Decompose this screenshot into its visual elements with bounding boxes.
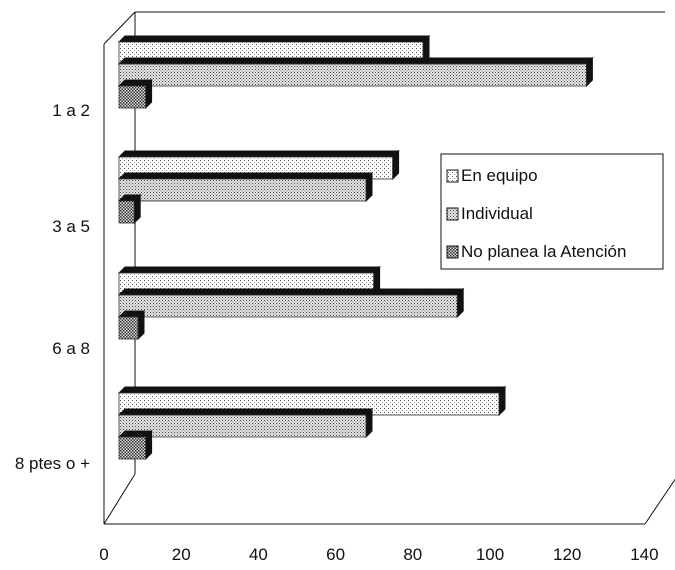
bar-1-3 <box>117 407 374 439</box>
bar-top-face <box>117 288 465 296</box>
bar-front-face <box>118 294 458 318</box>
bar-top-face <box>117 172 374 180</box>
x-tick-label: 0 <box>99 545 108 564</box>
legend-swatch <box>446 169 459 183</box>
legend-swatch <box>446 207 459 221</box>
x-tick-label: 120 <box>553 545 581 564</box>
bar-top-face <box>117 35 431 43</box>
bar-2-3 <box>117 429 153 461</box>
legend-label: En equipo <box>461 166 538 185</box>
legend-swatch <box>446 245 459 259</box>
depth-bottom-right-edge <box>644 478 675 525</box>
x-tick-label: 80 <box>403 545 422 564</box>
bar-top-face <box>117 408 374 416</box>
bar-2-2 <box>117 309 146 341</box>
bar-top-face <box>117 57 594 65</box>
x-tick-label: 40 <box>249 545 268 564</box>
category-labels: 1 a 2 3 a 5 6 a 8 8 ptes o + <box>15 101 90 473</box>
bar-2-1 <box>117 193 142 225</box>
bar-front-face <box>118 436 147 460</box>
category-label: 6 a 8 <box>52 339 90 358</box>
x-tick-label: 140 <box>630 545 658 564</box>
bar-0-3 <box>117 385 507 417</box>
bar-top-face <box>117 386 507 394</box>
bar-2-0 <box>117 78 153 110</box>
bars-group <box>117 34 594 461</box>
legend: En equipo Individual No planea la Atención <box>440 153 664 270</box>
bar-front-face <box>118 85 147 109</box>
category-label: 8 ptes o + <box>15 454 90 473</box>
bar-front-face <box>118 316 139 340</box>
bar-1-1 <box>117 171 374 203</box>
legend-box <box>440 153 664 270</box>
bar-front-face <box>118 200 135 224</box>
x-tick-label: 60 <box>326 545 345 564</box>
category-label: 3 a 5 <box>52 217 90 236</box>
legend-label: No planea la Atención <box>461 242 626 261</box>
category-label: 1 a 2 <box>52 101 90 120</box>
depth-bottom-left-edge <box>103 473 136 525</box>
bar-front-face <box>118 414 367 438</box>
x-axis-ticks: 0 20 40 60 80 100 120 140 <box>99 545 658 564</box>
bar-top-face <box>117 150 400 158</box>
x-tick-label: 20 <box>172 545 191 564</box>
bar-top-face <box>117 266 381 274</box>
bar-front-face <box>118 63 587 87</box>
bar-front-face <box>118 178 367 202</box>
bar-1-2 <box>117 287 465 319</box>
x-tick-label: 100 <box>476 545 504 564</box>
legend-label: Individual <box>461 204 533 223</box>
depth-top-edge <box>103 11 136 45</box>
bar-1-0 <box>117 56 594 88</box>
